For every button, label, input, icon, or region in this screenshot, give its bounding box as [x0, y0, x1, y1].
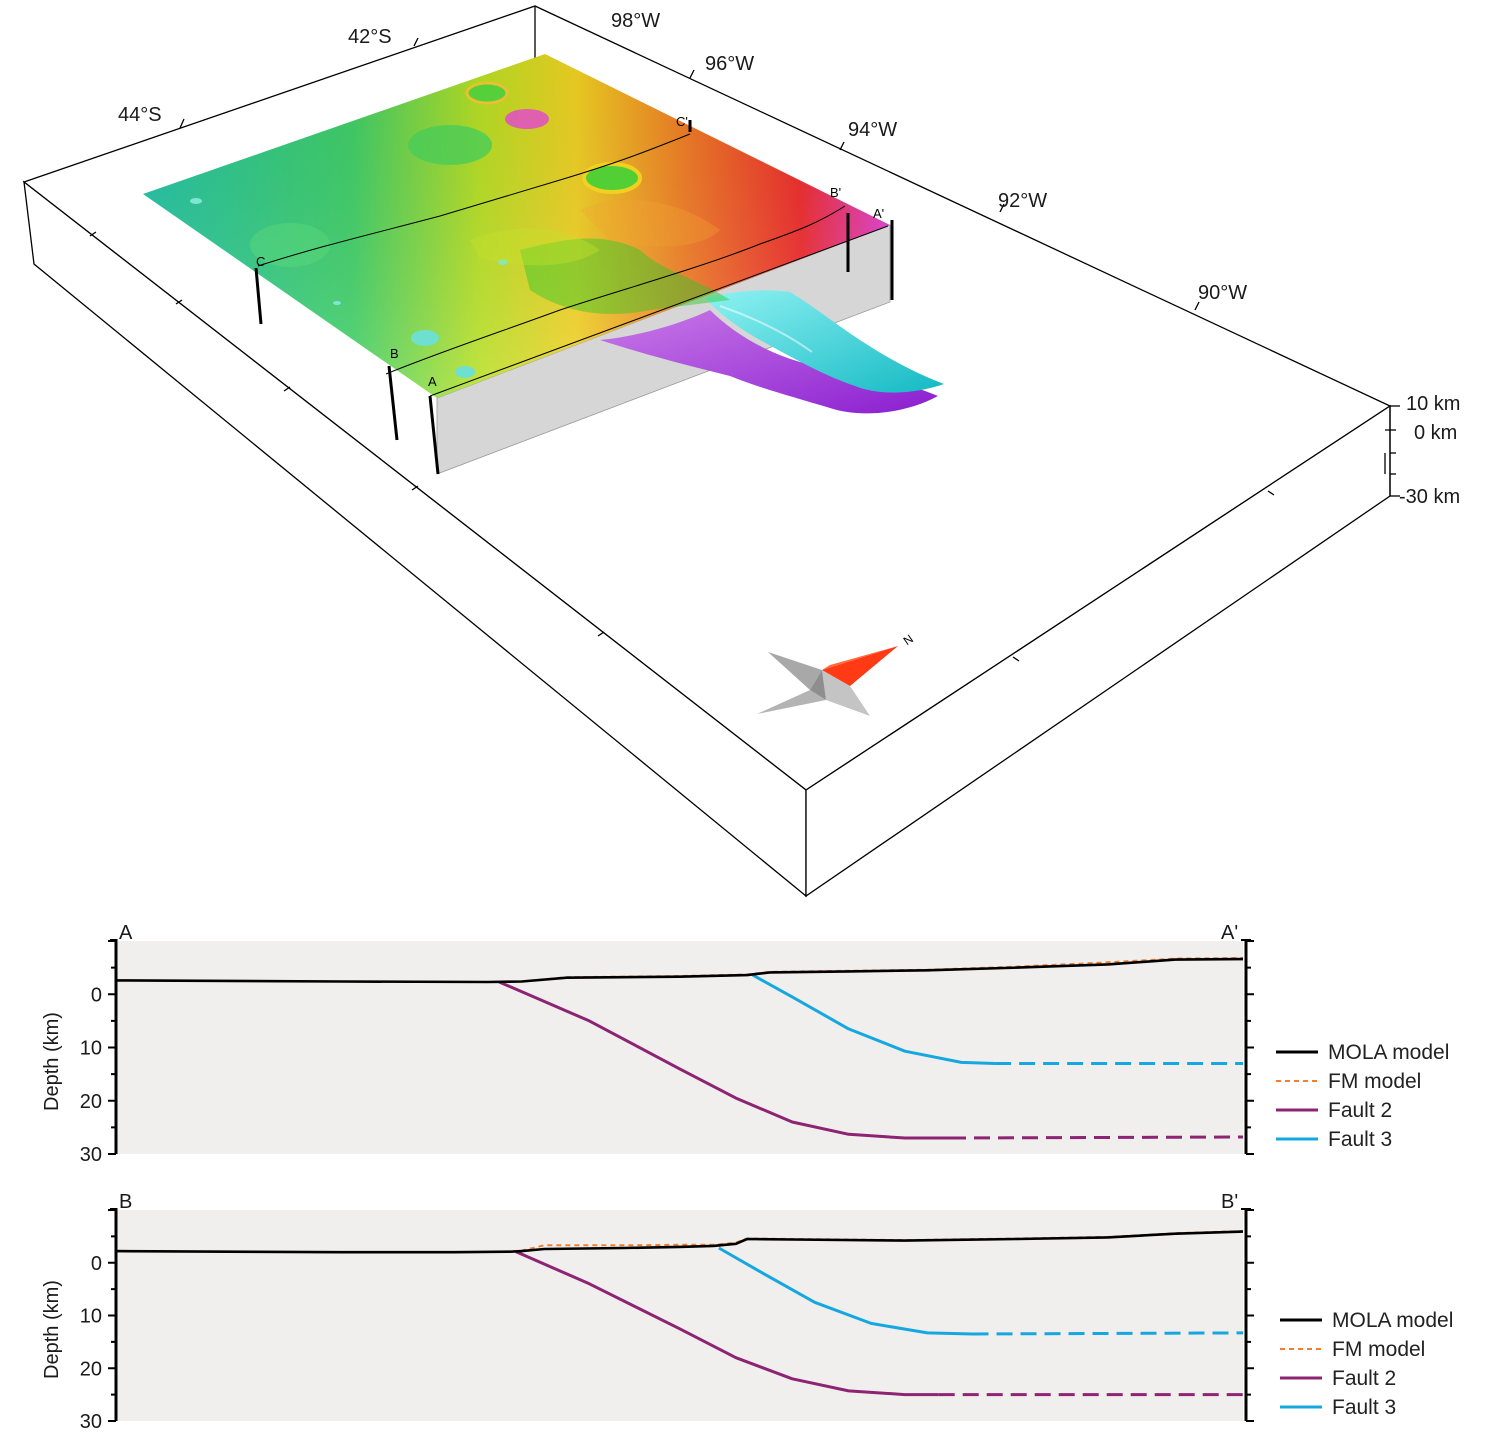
- elev-label-10km: 10 km: [1406, 393, 1460, 415]
- y-axis-title: Depth (km): [41, 1280, 63, 1379]
- profile-marker-label: A: [428, 374, 437, 389]
- plot-background: [116, 941, 1243, 1154]
- legend-label: Fault 2: [1328, 1099, 1392, 1122]
- profile-end-label: B': [1221, 1191, 1238, 1213]
- profile-marker-label: C: [256, 254, 265, 269]
- lat-label-42s: 42°S: [348, 26, 392, 48]
- y-axis-title: Depth (km): [41, 1012, 63, 1111]
- series-line-mola-model: [115, 1230, 1244, 1254]
- y-tick-label: 0: [91, 1253, 102, 1275]
- series-line-fault-2: [498, 980, 950, 1140]
- elev-label-0km: 0 km: [1414, 422, 1457, 444]
- profile-markers: [254, 120, 894, 475]
- y-tick-label: 30: [80, 1144, 102, 1166]
- elev-label-minus30km: -30 km: [1399, 486, 1460, 508]
- profile-marker-label: A': [873, 206, 884, 221]
- fault-2-surface: [600, 310, 938, 414]
- lat-label-44s: 44°S: [118, 104, 162, 126]
- profile-marker-label: B: [390, 346, 399, 361]
- series-line-fault-2: [515, 1250, 939, 1397]
- legend-label: Fault 3: [1328, 1128, 1392, 1151]
- craters: [190, 81, 642, 378]
- legend-label: FM model: [1328, 1070, 1421, 1093]
- series-line-fault-3: [752, 973, 996, 1065]
- legend-label: Fault 2: [1332, 1367, 1396, 1390]
- plot-background: [116, 1210, 1243, 1421]
- y-tick-label: 10: [80, 1038, 102, 1060]
- lon-label-90w: 90°W: [1198, 282, 1247, 304]
- lon-label-92w: 92°W: [998, 190, 1047, 212]
- fault-3-surface: [705, 290, 944, 393]
- series-extension-fault-3: [972, 1331, 1244, 1336]
- profile-lines: [257, 133, 889, 397]
- legend-label: MOLA model: [1332, 1309, 1453, 1332]
- series-line-mola-model: [115, 957, 1244, 984]
- profile-chart-a-a: 0 10 20 30 Depth (km) A A' MOLA model FM model Fa…: [41, 922, 1449, 1166]
- y-tick-label: 20: [80, 1358, 102, 1380]
- profile-marker-label: B': [830, 185, 841, 200]
- profile-chart-b-b: 0 10 20 30 Depth (km) B B' MOLA model FM model Fa…: [41, 1191, 1453, 1433]
- profile-end-label: A': [1221, 922, 1238, 944]
- north-arrow: N: [757, 632, 916, 716]
- series-line-fault-3: [718, 1246, 973, 1336]
- y-tick-label: 0: [91, 984, 102, 1006]
- y-tick-label: 20: [80, 1091, 102, 1113]
- legend-label: MOLA model: [1328, 1041, 1449, 1064]
- y-tick-label: 30: [80, 1411, 102, 1433]
- profile-marker-label: C': [676, 114, 688, 129]
- y-tick-label: 10: [80, 1306, 102, 1328]
- axis-ticks: [89, 37, 1400, 662]
- legend-label: Fault 3: [1332, 1396, 1396, 1419]
- lon-label-94w: 94°W: [848, 119, 897, 141]
- profile-start-label: B: [119, 1191, 132, 1213]
- series-extension-fault-2: [949, 1135, 1244, 1140]
- lon-label-96w: 96°W: [705, 53, 754, 75]
- profile-start-label: A: [119, 922, 133, 944]
- lon-label-98w: 98°W: [611, 10, 660, 32]
- block-diagram: AA'BB'CC' 42°S 44°S 98°W 96°W 94°W 92°W …: [22, 5, 1460, 898]
- legend-label: FM model: [1332, 1338, 1425, 1361]
